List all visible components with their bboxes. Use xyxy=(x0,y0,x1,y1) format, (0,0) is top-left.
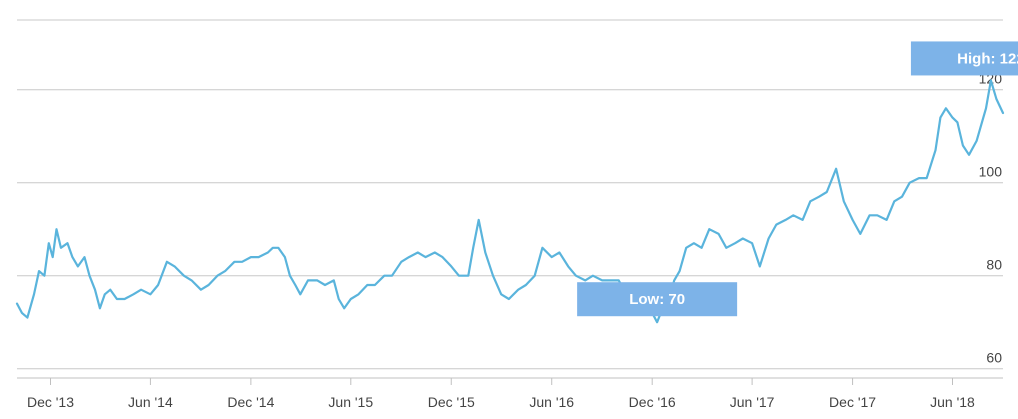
x-tick-label: Dec '13 xyxy=(27,394,74,410)
low-annotation-box xyxy=(577,282,738,317)
x-tick-label: Dec '16 xyxy=(629,394,676,410)
high-annotation: High: 122 xyxy=(910,41,1018,76)
y-gridlines xyxy=(17,19,1003,370)
high-annotation-label: High: 122 xyxy=(957,50,1018,67)
y-tick-label: 80 xyxy=(986,257,1002,273)
y-tick-label: 100 xyxy=(979,164,1003,180)
high-annotation-box xyxy=(910,41,1018,76)
series-layer xyxy=(15,79,1005,324)
x-tick-label: Jun '14 xyxy=(128,394,173,410)
x-tick-label: Dec '17 xyxy=(829,394,876,410)
x-axis: Dec '13 Jun '14 Dec '14 Jun '15 Dec '15 Jun '… xyxy=(17,377,1003,410)
x-tick-label: Dec '15 xyxy=(428,394,475,410)
y-tick-label: 60 xyxy=(986,350,1002,366)
x-tick-label: Jun '16 xyxy=(529,394,574,410)
x-tick-label: Jun '17 xyxy=(730,394,775,410)
low-annotation: Low: 70 xyxy=(577,282,738,317)
low-annotation-label: Low: 70 xyxy=(629,291,685,308)
x-tick-label: Jun '18 xyxy=(930,394,975,410)
annotation-layer: High: 122 Low: 70 xyxy=(577,41,1018,317)
x-tick-label: Dec '14 xyxy=(227,394,274,410)
x-tick-label: Jun '15 xyxy=(328,394,373,410)
price-series-line xyxy=(15,79,1005,324)
